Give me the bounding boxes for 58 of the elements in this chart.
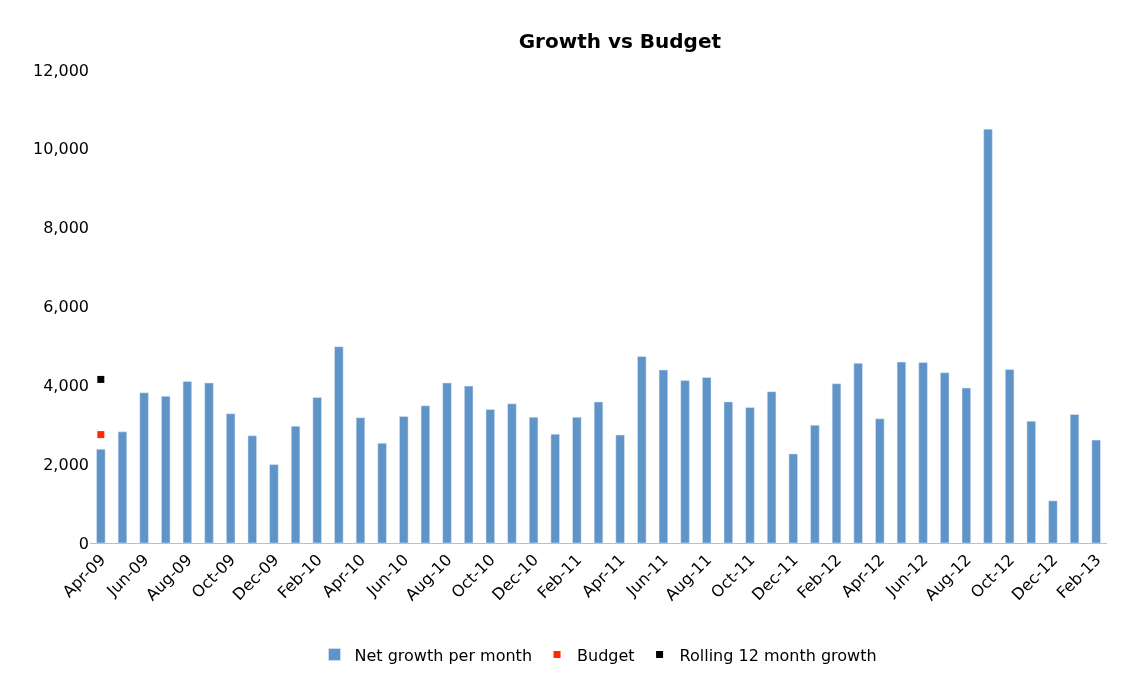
- bar: [226, 413, 236, 543]
- bar: [1026, 420, 1036, 543]
- bar: [745, 407, 755, 543]
- bar: [485, 409, 495, 543]
- bar: [507, 403, 517, 543]
- bar: [1048, 500, 1058, 543]
- y-tick-label: 0: [78, 533, 89, 553]
- bar: [702, 377, 712, 543]
- bar: [767, 391, 777, 543]
- bar: [399, 416, 409, 543]
- bar: [896, 361, 907, 543]
- bar: [334, 346, 344, 543]
- bar: [1069, 414, 1080, 543]
- y-tick-label: 4,000: [43, 375, 89, 395]
- bar: [593, 401, 604, 543]
- bar: [680, 380, 690, 543]
- bar: [312, 397, 322, 543]
- legend-label: Net growth per month: [354, 645, 533, 665]
- bar: [875, 418, 885, 543]
- y-tick-label: 12,000: [33, 60, 89, 80]
- bar: [96, 448, 106, 543]
- bar: [918, 362, 928, 543]
- chart-title: Growth vs Budget: [518, 29, 722, 54]
- bar: [290, 426, 301, 543]
- bar: [788, 453, 798, 543]
- legend-label: Budget: [577, 645, 635, 665]
- bar: [831, 383, 842, 543]
- bar: [572, 417, 582, 543]
- bar: [853, 363, 863, 543]
- bar: [550, 433, 560, 543]
- bar: [464, 385, 474, 543]
- bar: [637, 356, 647, 543]
- bar: [420, 405, 430, 543]
- bar: [658, 369, 668, 543]
- legend-label: Rolling 12 month growth: [679, 645, 877, 665]
- bar: [139, 392, 149, 543]
- bar: [442, 382, 452, 543]
- bar: [723, 401, 733, 543]
- y-tick-label: 6,000: [43, 297, 89, 317]
- y-tick-label: 2,000: [43, 454, 89, 474]
- bar: [204, 382, 214, 543]
- bar: [810, 424, 820, 543]
- bar: [1005, 369, 1015, 543]
- bar: [355, 417, 366, 543]
- y-tick-label: 10,000: [33, 139, 89, 159]
- bar: [961, 387, 971, 543]
- bar: [940, 372, 950, 543]
- bar: [1091, 439, 1101, 543]
- y-tick-label: 8,000: [43, 218, 89, 238]
- bar: [182, 381, 192, 543]
- bar: [983, 128, 993, 543]
- bar: [269, 464, 279, 543]
- bar: [377, 443, 387, 543]
- bar: [247, 435, 257, 543]
- bar: [615, 434, 625, 543]
- bar: [529, 417, 539, 543]
- bar: [117, 431, 128, 543]
- bar: [161, 396, 171, 543]
